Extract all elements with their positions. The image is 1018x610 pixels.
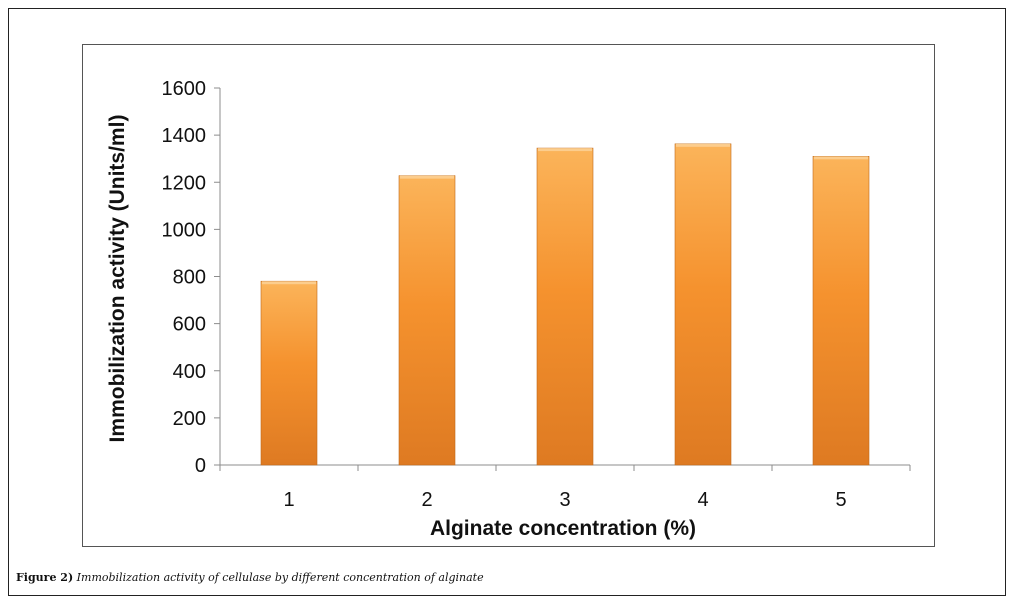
y-tick-label: 1000 — [162, 219, 207, 241]
x-tick-label: 5 — [835, 489, 846, 511]
figure-caption: Figure 2) Immobilization activity of cel… — [16, 571, 484, 584]
axis-titles: Alginate concentration (%) Immobilization… — [106, 115, 696, 540]
x-tick-label: 4 — [697, 489, 708, 511]
y-tick-label: 600 — [173, 314, 206, 336]
x-axis-title: Alginate concentration (%) — [430, 517, 696, 540]
bar-highlight — [538, 148, 592, 152]
y-tick-label: 1200 — [162, 172, 207, 194]
bar — [260, 280, 318, 466]
x-tick-label: 3 — [559, 489, 570, 511]
bar-highlight — [400, 175, 454, 179]
chart-frame — [82, 44, 935, 547]
y-tick-label: 1600 — [162, 78, 207, 100]
bar-highlight — [262, 281, 316, 285]
y-tick-label: 200 — [173, 408, 206, 430]
figure-frame — [8, 8, 1006, 596]
bar-highlight — [676, 143, 730, 147]
x-tick-label: 2 — [421, 489, 432, 511]
y-tick-label: 800 — [173, 267, 206, 289]
y-axis: 0 200 400 600 800 1000 1200 1400 1600 — [162, 78, 221, 477]
y-axis-title: Immobilization activity (Units/ml) — [106, 115, 129, 443]
bar — [398, 175, 456, 466]
bar — [812, 156, 870, 466]
y-tick-label: 1400 — [162, 125, 207, 147]
bar — [674, 143, 732, 466]
bars — [260, 143, 870, 466]
bar — [536, 147, 594, 466]
caption-text: Immobilization activity of cellulase by … — [76, 571, 484, 584]
x-axis: 1 2 3 4 5 — [219, 464, 911, 511]
y-tick-label: 400 — [173, 361, 206, 383]
bar-chart: 0 200 400 600 800 1000 1200 1400 1600 1 2 3 4 5 Algi… — [106, 78, 911, 540]
y-tick-label: 0 — [195, 455, 206, 477]
x-tick-label: 1 — [283, 489, 294, 511]
caption-label: Figure 2) — [16, 571, 74, 584]
bar-highlight — [814, 156, 868, 160]
